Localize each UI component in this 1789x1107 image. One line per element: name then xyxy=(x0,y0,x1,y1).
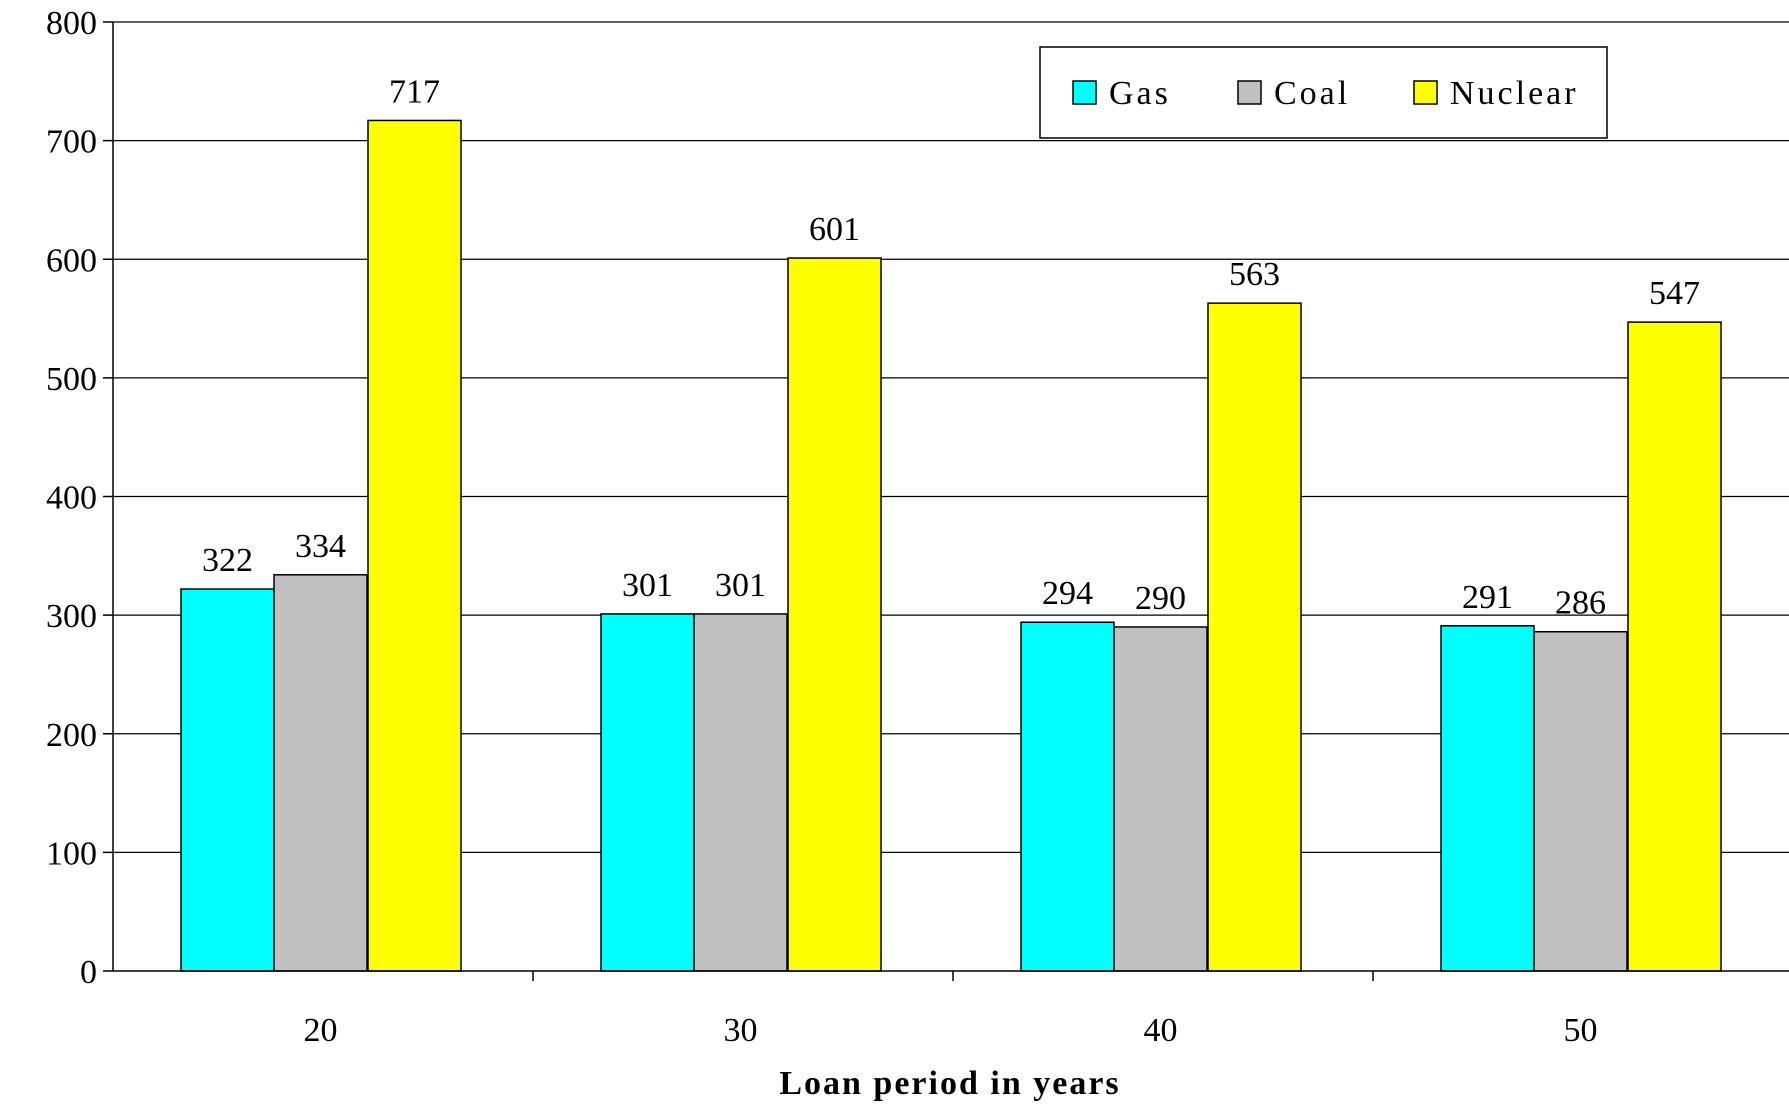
bar-gas-30 xyxy=(600,613,695,972)
y-tick-label-300: 300 xyxy=(46,598,97,635)
bar-gas-40 xyxy=(1020,621,1115,972)
data-label-coal-20: 334 xyxy=(295,528,346,565)
bar-coal-20 xyxy=(273,574,368,972)
bar-coal-50 xyxy=(1533,630,1628,972)
data-labels: 322 301 294 291 334 301 290 286 717 601 563 547 xyxy=(202,73,1700,621)
bar-gas-20 xyxy=(180,588,275,972)
x-tick-label-50: 50 xyxy=(1564,1012,1598,1049)
x-axis-title: Loan period in years xyxy=(779,1065,1120,1102)
x-tick-label-30: 30 xyxy=(724,1012,758,1049)
y-tick-label-0: 0 xyxy=(80,954,97,991)
legend-label-gas: Gas xyxy=(1109,75,1171,112)
x-tick-label-20: 20 xyxy=(304,1012,338,1049)
y-tick-label-500: 500 xyxy=(46,361,97,398)
bar-nuclear-50 xyxy=(1627,321,1722,972)
bars xyxy=(180,119,1722,972)
y-tick-label-200: 200 xyxy=(46,717,97,754)
legend-swatch-nuclear xyxy=(1413,80,1438,105)
y-tick-label-100: 100 xyxy=(46,835,97,872)
data-label-coal-50: 286 xyxy=(1555,585,1606,622)
data-label-gas-30: 301 xyxy=(622,567,673,604)
bar-coal-40 xyxy=(1113,626,1208,972)
data-label-gas-40: 294 xyxy=(1042,575,1093,612)
x-tick-label-40: 40 xyxy=(1144,1012,1178,1049)
legend: Gas Coal Nuclear xyxy=(1039,46,1608,139)
data-label-nuclear-50: 547 xyxy=(1649,275,1700,312)
y-tick-label-600: 600 xyxy=(46,242,97,279)
legend-label-nuclear: Nuclear xyxy=(1450,75,1579,112)
legend-label-coal: Coal xyxy=(1274,75,1350,112)
legend-swatch-coal xyxy=(1237,80,1262,105)
legend-box xyxy=(1039,46,1608,139)
axes: 0 100 200 300 400 500 600 700 800 20 30 40 50 xyxy=(46,5,1789,1049)
bar-nuclear-20 xyxy=(367,119,462,972)
legend-swatch-gas xyxy=(1072,80,1097,105)
data-label-coal-40: 290 xyxy=(1135,580,1186,617)
data-label-nuclear-30: 601 xyxy=(809,211,860,248)
data-label-gas-20: 322 xyxy=(202,542,253,579)
bar-gas-50 xyxy=(1440,625,1535,972)
y-tick-label-400: 400 xyxy=(46,480,97,517)
y-tick-label-700: 700 xyxy=(46,124,97,161)
bar-coal-30 xyxy=(693,613,788,972)
data-label-nuclear-20: 717 xyxy=(389,73,440,110)
bar-nuclear-30 xyxy=(787,257,882,972)
bar-nuclear-40 xyxy=(1207,302,1302,972)
y-tick-label-800: 800 xyxy=(46,5,97,42)
data-label-coal-30: 301 xyxy=(715,567,766,604)
data-label-gas-50: 291 xyxy=(1462,579,1513,616)
data-label-nuclear-40: 563 xyxy=(1229,256,1280,293)
